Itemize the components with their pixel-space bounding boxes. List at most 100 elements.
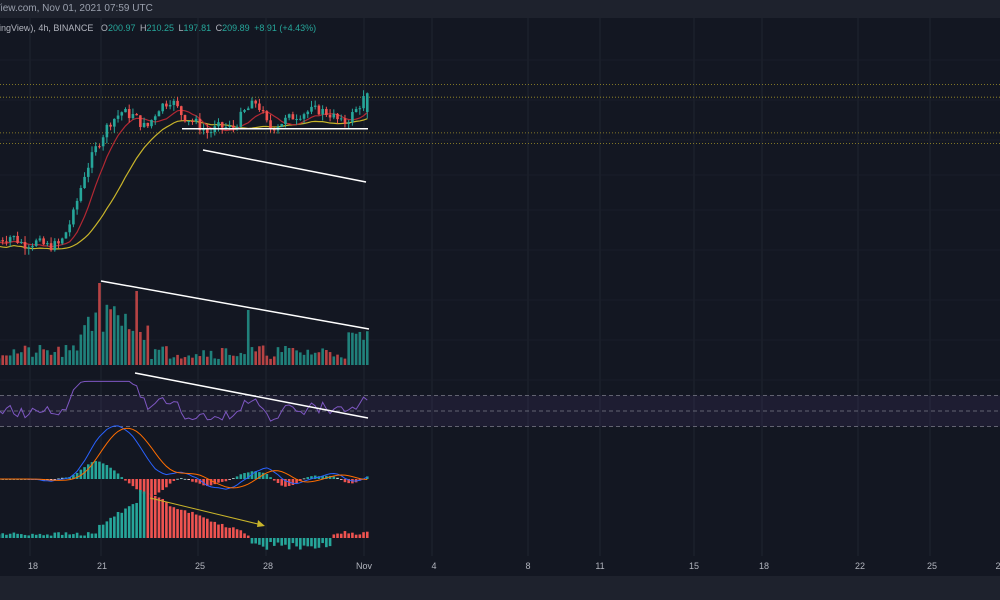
macd-histogram-bar <box>86 464 90 479</box>
candle-body <box>1 240 5 242</box>
volume-bar <box>113 306 116 365</box>
oscillator-bar <box>75 532 79 538</box>
chart-canvas[interactable] <box>0 0 1000 576</box>
volume-bar <box>194 354 198 365</box>
volume-bar <box>202 350 205 365</box>
candle-body <box>172 100 176 105</box>
candle-body <box>31 245 34 248</box>
candle-body <box>325 108 328 115</box>
oscillator-bar <box>317 538 321 548</box>
volume-bar <box>150 358 153 365</box>
candle-body <box>179 106 183 116</box>
oscillator-bar <box>246 535 250 538</box>
volume-bar <box>27 347 31 365</box>
volume-bar <box>75 350 79 365</box>
candle-body <box>161 103 164 112</box>
macd-histogram-bar <box>339 479 343 480</box>
time-axis-tick-label: 11 <box>595 561 604 571</box>
candle-body <box>168 104 172 107</box>
macd-histogram-bar <box>269 477 272 479</box>
oscillator-bar <box>358 534 362 538</box>
volume-bar <box>90 330 94 365</box>
candle-body <box>79 188 83 201</box>
volume-bar <box>172 357 176 365</box>
volume-bar <box>321 348 324 365</box>
candle-body <box>194 118 198 122</box>
candle-body <box>306 111 310 115</box>
macd-histogram-bar <box>113 470 116 479</box>
oscillator-bar <box>120 512 124 538</box>
volume-bar <box>57 346 60 365</box>
candle-body <box>220 122 224 128</box>
candle-body <box>317 105 321 115</box>
time-axis[interactable]: 18 21 25 28 Nov 4 8 11 15 18 22 25 2 <box>0 556 1000 576</box>
candle-body <box>153 116 157 120</box>
volume-bar <box>243 354 246 365</box>
macd-histogram-bar <box>209 479 213 486</box>
volume-bar <box>325 350 328 365</box>
volume-bar <box>272 356 276 365</box>
oscillator-bar <box>165 502 168 538</box>
macd-histogram-bar <box>328 475 332 479</box>
macd-histogram-bar <box>265 474 269 479</box>
volume-bar <box>53 352 57 365</box>
oscillator-bar <box>321 538 324 544</box>
volume-bar <box>60 356 64 365</box>
oscillator-bar <box>272 538 276 546</box>
volume-bar <box>146 325 150 365</box>
macd-histogram-bar <box>243 473 246 479</box>
macd-histogram-bar <box>127 479 131 484</box>
oscillator-arrow-head <box>257 520 265 527</box>
candle-body <box>57 241 60 244</box>
macd-histogram-bar <box>246 472 250 479</box>
volume-bar <box>343 358 347 365</box>
macd-histogram-bar <box>239 474 243 479</box>
macd-histogram-bar <box>194 479 198 483</box>
time-axis-tick-label: 8 <box>525 561 530 571</box>
volume-bar <box>23 345 27 365</box>
macd-histogram-bar <box>291 479 295 485</box>
candle-body <box>109 124 112 127</box>
oscillator-bar <box>72 534 75 538</box>
oscillator-bar <box>250 538 254 544</box>
oscillator-bar <box>287 538 291 550</box>
volume-bar <box>179 358 183 365</box>
macd-histogram-bar <box>90 462 94 479</box>
volume-bar <box>332 356 336 365</box>
descending-trendline <box>202 149 367 183</box>
candle-body <box>224 127 228 129</box>
macd-histogram-bar <box>153 479 157 495</box>
macd-signal-line <box>0 427 368 489</box>
volume-bar <box>317 352 321 365</box>
candle-body <box>261 109 265 112</box>
oscillator-bar <box>86 532 90 538</box>
macd-histogram-bar <box>232 478 235 479</box>
candle-body <box>53 241 57 251</box>
oscillator-bar <box>8 533 12 538</box>
oscillator-bar <box>228 527 231 538</box>
oscillator-bar <box>295 538 298 547</box>
volume-bar <box>165 346 168 365</box>
oscillator-bar <box>20 534 23 538</box>
candle-body <box>90 152 94 168</box>
watermark-bar: View.com, Nov 01, 2021 07:59 UTC <box>0 0 1000 18</box>
oscillator-bar <box>142 491 146 538</box>
rsi-trendline <box>134 372 369 419</box>
oscillator-bar <box>258 538 261 545</box>
volume-bar <box>161 346 164 365</box>
oscillator-bar <box>239 530 243 538</box>
price-change: +8.91 (+4.43%) <box>254 23 317 33</box>
oscillator-bar <box>83 535 86 538</box>
time-axis-tick-label: 22 <box>855 561 865 571</box>
oscillator-bar <box>1 533 5 538</box>
candle-body <box>176 100 179 107</box>
macd-histogram-bar <box>183 478 187 480</box>
oscillator-bar <box>113 516 116 538</box>
volume-bar <box>176 354 179 365</box>
macd-histogram-bar <box>150 479 153 496</box>
oscillator-bar <box>217 524 220 538</box>
candle-body <box>75 200 79 210</box>
macd-histogram-bar <box>202 479 205 486</box>
candle-body <box>287 114 291 118</box>
volume-bar <box>198 356 202 365</box>
